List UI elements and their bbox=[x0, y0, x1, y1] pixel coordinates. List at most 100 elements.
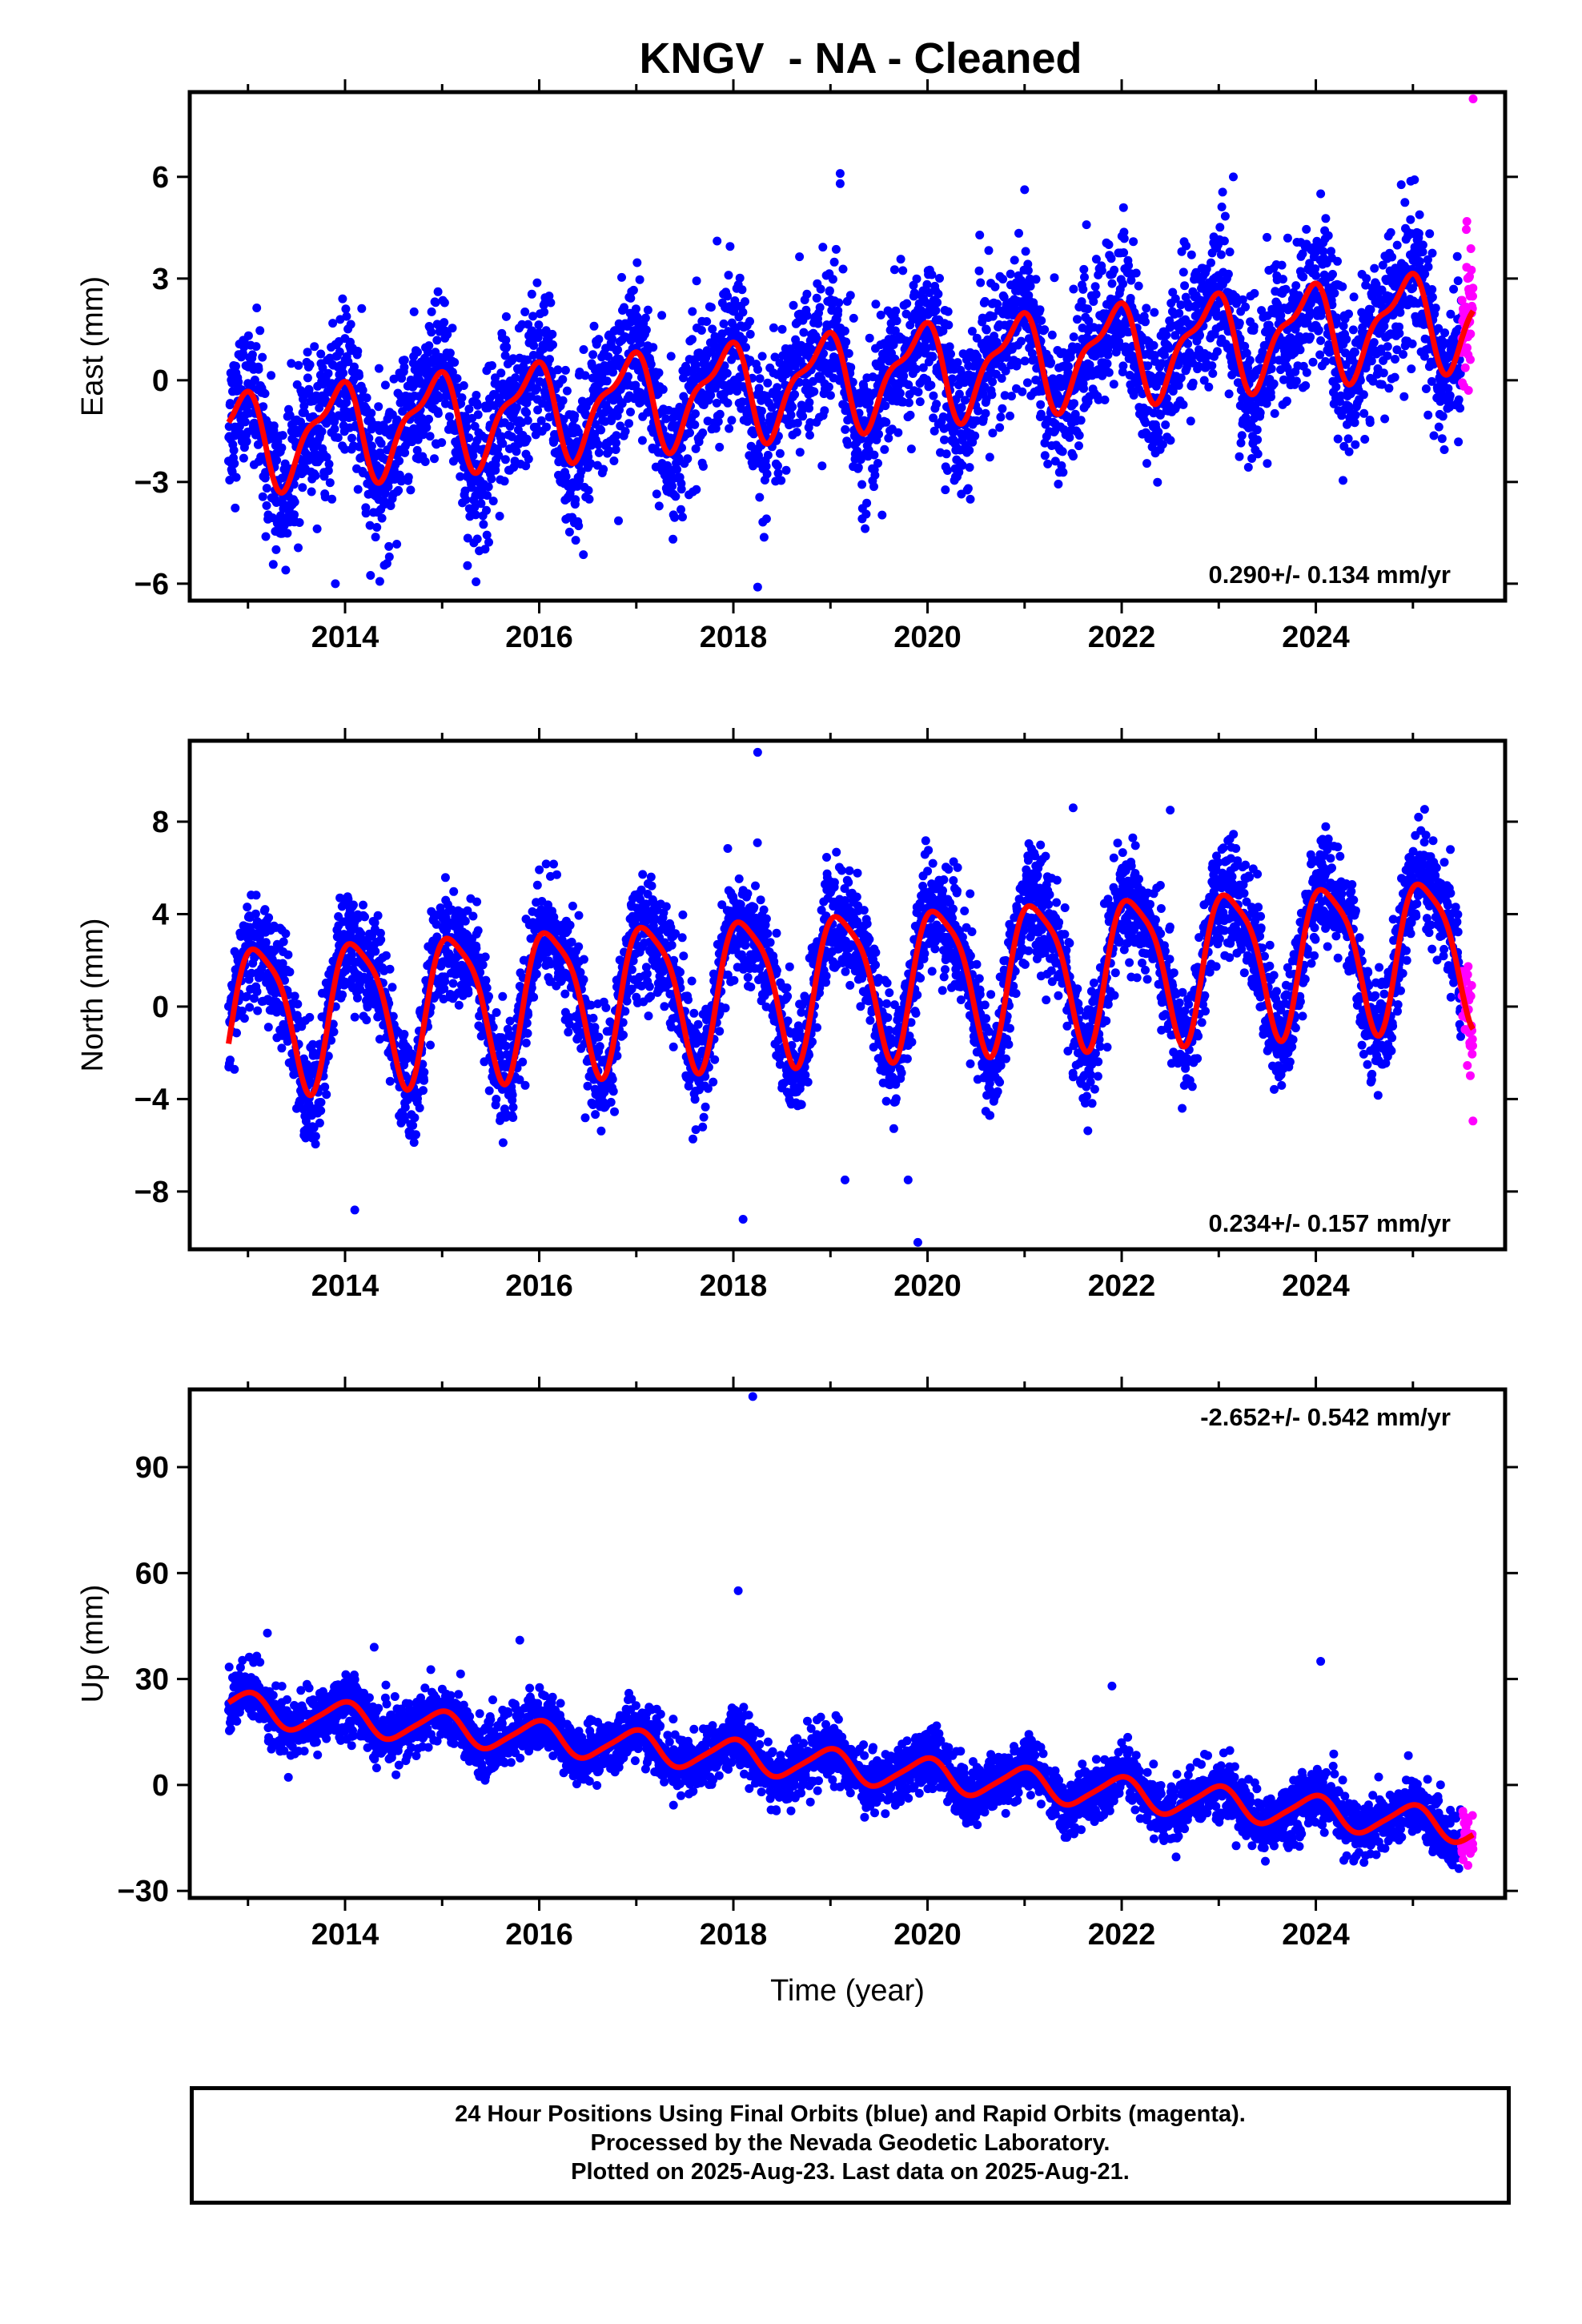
final-point bbox=[970, 431, 980, 440]
final-point bbox=[588, 350, 598, 360]
final-point bbox=[895, 388, 905, 398]
final-point bbox=[278, 431, 287, 440]
final-point bbox=[754, 451, 763, 460]
final-point bbox=[1302, 224, 1311, 234]
final-point bbox=[628, 285, 638, 295]
final-point bbox=[532, 278, 542, 287]
final-point bbox=[1291, 376, 1301, 386]
final-point bbox=[409, 307, 419, 316]
final-point bbox=[724, 271, 733, 280]
final-point bbox=[290, 991, 299, 1001]
final-point bbox=[984, 246, 994, 255]
final-point bbox=[757, 406, 766, 416]
final-point bbox=[262, 484, 271, 493]
final-point bbox=[1452, 251, 1462, 261]
final-point bbox=[831, 244, 841, 254]
final-point bbox=[1176, 373, 1186, 383]
final-point bbox=[1080, 272, 1089, 282]
final-point bbox=[840, 326, 849, 336]
final-point bbox=[975, 231, 985, 239]
final-point bbox=[869, 482, 878, 492]
rapid-point bbox=[1462, 217, 1472, 226]
final-point bbox=[1010, 255, 1019, 265]
final-point bbox=[294, 360, 303, 370]
final-point bbox=[1429, 431, 1439, 440]
final-point bbox=[1438, 412, 1447, 421]
final-point bbox=[371, 533, 380, 542]
final-point bbox=[340, 444, 350, 454]
final-point bbox=[1377, 380, 1387, 389]
final-point bbox=[1040, 325, 1050, 335]
final-point bbox=[1407, 339, 1417, 348]
final-point bbox=[230, 1064, 239, 1074]
final-point bbox=[998, 275, 1008, 283]
final-point bbox=[697, 326, 706, 335]
final-point bbox=[1407, 364, 1416, 374]
final-point bbox=[440, 318, 449, 328]
final-point bbox=[960, 396, 970, 405]
final-point bbox=[1235, 452, 1244, 461]
final-point bbox=[1350, 418, 1359, 428]
final-point bbox=[1183, 339, 1193, 348]
final-point bbox=[1110, 265, 1119, 275]
final-point bbox=[954, 468, 964, 477]
final-point bbox=[1384, 384, 1394, 393]
final-point bbox=[1070, 409, 1080, 419]
final-point bbox=[719, 319, 729, 328]
final-point bbox=[790, 390, 800, 400]
final-point bbox=[727, 416, 737, 425]
final-point bbox=[841, 337, 851, 347]
final-point bbox=[805, 430, 814, 440]
final-point bbox=[620, 303, 628, 312]
final-point bbox=[793, 418, 802, 428]
final-point bbox=[521, 461, 531, 471]
final-point bbox=[1359, 408, 1369, 418]
data-points bbox=[224, 94, 1478, 592]
outlier-point bbox=[835, 179, 845, 188]
final-point bbox=[260, 905, 270, 915]
final-point bbox=[320, 493, 330, 502]
final-point bbox=[857, 434, 866, 444]
final-point bbox=[904, 398, 913, 408]
final-point bbox=[820, 406, 829, 416]
final-point bbox=[641, 325, 651, 335]
final-point bbox=[1267, 364, 1276, 373]
final-point bbox=[508, 354, 518, 364]
final-point bbox=[763, 450, 773, 460]
final-point bbox=[239, 1014, 249, 1023]
final-point bbox=[242, 991, 251, 1001]
final-point bbox=[488, 361, 496, 370]
final-point bbox=[413, 348, 422, 357]
rapid-point bbox=[1467, 265, 1476, 275]
final-point bbox=[1400, 198, 1410, 207]
final-point bbox=[1199, 376, 1209, 385]
final-point bbox=[584, 452, 593, 461]
final-point bbox=[1349, 292, 1359, 302]
final-point bbox=[296, 417, 305, 427]
final-point bbox=[422, 423, 432, 432]
final-point bbox=[383, 482, 393, 492]
final-point bbox=[943, 466, 952, 475]
final-point bbox=[805, 398, 814, 407]
final-point bbox=[702, 317, 712, 326]
final-point bbox=[316, 1098, 326, 1107]
final-point bbox=[1253, 435, 1263, 444]
final-point bbox=[1022, 378, 1032, 388]
final-point bbox=[688, 335, 697, 344]
final-point bbox=[392, 540, 402, 549]
y-axis-label: East (mm) bbox=[76, 276, 110, 416]
final-point bbox=[599, 464, 608, 474]
final-point bbox=[931, 306, 941, 316]
final-point bbox=[473, 400, 483, 410]
final-point bbox=[1282, 396, 1291, 406]
final-point bbox=[1104, 240, 1114, 249]
final-point bbox=[1165, 316, 1174, 326]
rate-annotation: 0.290+/- 0.134 mm/yr bbox=[1209, 561, 1451, 589]
final-point bbox=[1383, 351, 1392, 360]
final-point bbox=[1336, 391, 1346, 400]
final-point bbox=[988, 428, 998, 438]
final-point bbox=[495, 512, 504, 521]
final-point bbox=[990, 282, 1000, 292]
final-point bbox=[560, 365, 570, 375]
final-point bbox=[285, 967, 295, 977]
